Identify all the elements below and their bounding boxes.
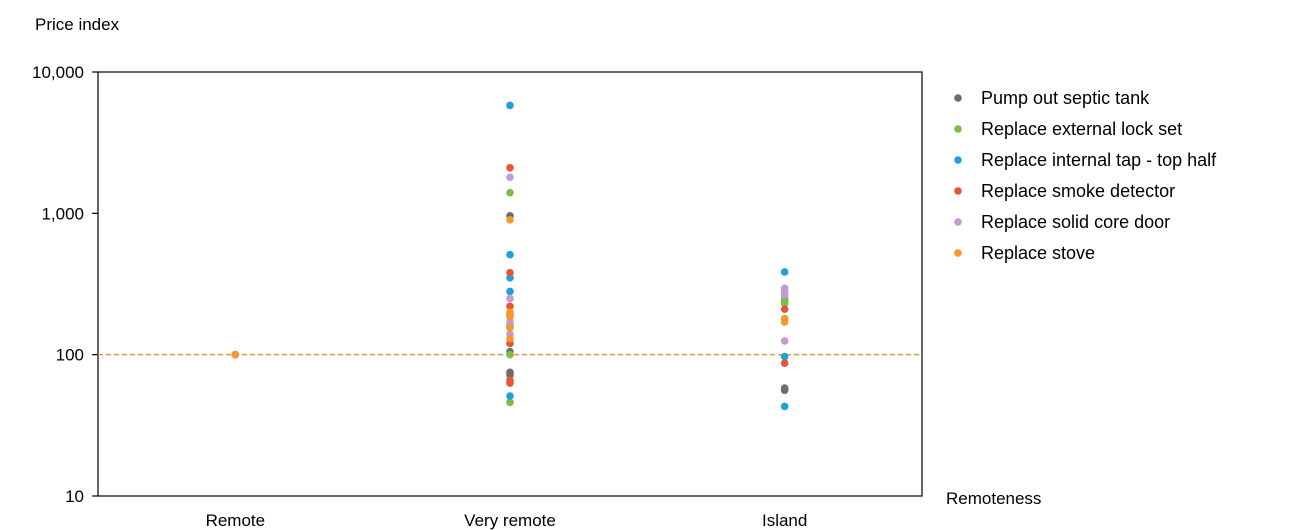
data-point [780,402,789,411]
legend-marker [954,94,962,102]
plot-frame [97,71,923,497]
y-axis-title: Price index [35,15,120,34]
x-category-label: Very remote [464,511,556,530]
data-point [780,268,789,276]
data-point [780,386,789,395]
data-point [506,379,514,387]
data-point [506,268,514,277]
legend-label: Replace internal tap - top half [981,150,1217,170]
data-point [506,101,514,110]
data-point [506,334,514,343]
data-point [780,337,789,345]
data-point [506,371,514,379]
data-point [780,291,789,299]
data-point [780,318,789,326]
data-point [506,294,514,303]
data-point [780,305,789,313]
legend-marker [954,187,962,195]
legend-marker [954,218,962,226]
legend-label: Replace external lock set [981,119,1182,139]
data-point [506,323,514,332]
plot-area: 10 100 1,000 10,000 Remote Very remote Island [32,63,923,530]
x-category-label: Island [762,511,807,530]
x-axis-title: Remoteness [946,489,1041,508]
legend-marker [954,125,962,133]
series-replace-stove [231,216,789,359]
legend-label: Replace stove [981,243,1095,263]
data-point [231,350,240,359]
data-point [506,350,514,359]
data-point [506,163,514,172]
series-replace-internal-tap-top-half [231,101,789,411]
legend-marker [954,156,962,164]
data-point [506,302,514,311]
data-point [506,287,514,296]
legend-label: Replace smoke detector [981,181,1175,201]
legend-label: Pump out septic tank [981,88,1150,108]
y-tick-label: 1,000 [41,204,84,223]
legend-label: Replace solid core door [981,212,1170,232]
data-point [780,352,789,361]
y-tick-label: 10 [65,487,84,506]
data-point [506,392,514,400]
x-category-label: Remote [206,511,266,530]
legend-marker [954,249,962,257]
y-tick-label: 10,000 [32,63,84,82]
data-point [780,359,789,368]
legend: Pump out septic tank Replace external loc… [954,88,1217,263]
data-point [506,398,514,407]
data-point [506,313,514,321]
data-point [506,250,514,259]
y-tick-label: 100 [56,346,84,365]
data-point [506,188,514,197]
data-point [780,299,789,308]
data-point [506,173,514,182]
data-point [506,216,514,224]
